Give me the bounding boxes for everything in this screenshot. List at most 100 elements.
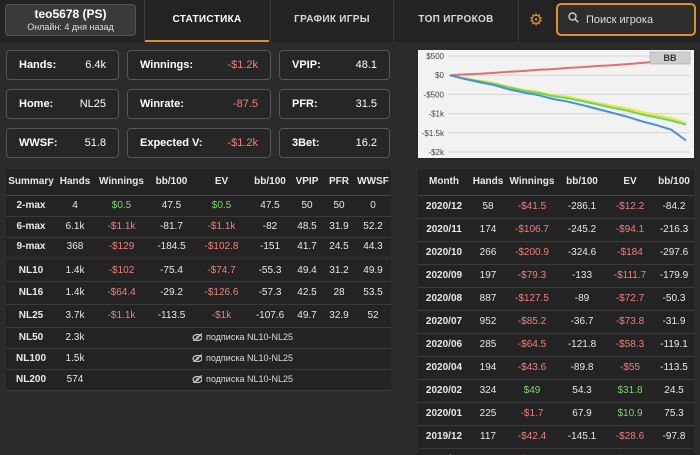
subscription-lock-cell[interactable]: подписка NL10-NL25 — [94, 327, 391, 349]
column-header[interactable]: Winnings — [506, 169, 558, 196]
column-header[interactable]: Hands — [470, 169, 506, 196]
table-cell: -$58.3 — [606, 333, 654, 357]
subscription-note: подписка NL10-NL25 — [205, 332, 293, 342]
table-cell: 24.5 — [654, 379, 694, 403]
player-search[interactable] — [556, 3, 696, 36]
table-cell: 4 — [56, 195, 94, 217]
tab-divider — [144, 0, 145, 42]
stat-winnings: Winnings: -$1.2k — [127, 50, 271, 80]
tab-game-graph[interactable]: ГРАФИК ИГРЫ — [294, 14, 370, 25]
table-cell: -97.8 — [654, 425, 694, 449]
table-cell: 1.4k — [56, 258, 94, 282]
table-cell: -$28.6 — [606, 425, 654, 449]
stat-label: Winnings: — [140, 59, 194, 71]
table-row: 2020/12 58 -$41.5 -286.1 -$12.2 -84.2 — [418, 195, 694, 219]
table-cell: -$126.6 — [194, 281, 249, 305]
row-label: 2020/06 — [418, 333, 470, 357]
stat-vpip: VPIP: 48.1 — [279, 50, 390, 80]
column-header[interactable]: bb/100 — [249, 169, 291, 196]
tab-divider — [270, 0, 271, 42]
table-cell: -216.3 — [654, 218, 694, 242]
table-cell: 28 — [323, 281, 355, 305]
table-cell: -$129 — [94, 237, 149, 260]
tab-top-players[interactable]: ТОП ИГРОКОВ — [418, 14, 494, 25]
table-cell: -245.2 — [558, 218, 606, 242]
table-cell: -286.1 — [558, 195, 606, 219]
table-cell: 47.5 — [149, 195, 194, 217]
table-cell: 49.9 — [355, 258, 391, 282]
gear-icon[interactable]: ⚙ — [528, 12, 544, 29]
table-cell: 31.2 — [323, 258, 355, 282]
table-cell: -$1k — [194, 304, 249, 328]
column-header[interactable]: EV — [606, 169, 654, 196]
column-header[interactable]: bb/100 — [654, 169, 694, 196]
column-header[interactable]: Winnings — [94, 169, 149, 196]
table-cell: 49.7 — [291, 304, 323, 328]
table-cell: -82 — [249, 216, 291, 238]
row-label: 9-max — [6, 237, 56, 260]
row-label: 2020/02 — [418, 379, 470, 403]
table-cell: -151 — [249, 237, 291, 260]
table-cell: -$1.1k — [194, 216, 249, 238]
table-cell: 32.9 — [323, 304, 355, 328]
y-tick-label: -$500 — [424, 90, 445, 99]
table-cell: 42.5 — [291, 281, 323, 305]
column-header[interactable]: bb/100 — [149, 169, 194, 196]
table-row: 2020/08 887 -$127.5 -89 -$72.7 -50.3 — [418, 287, 694, 311]
table-cell: 194 — [470, 356, 506, 380]
table-cell: -121.8 — [558, 333, 606, 357]
top-bar: teo5678 (PS) Онлайн: 4 дня назад СТАТИСТ… — [0, 0, 700, 42]
stat-label: Winrate: — [140, 98, 184, 110]
table-row: NL200 574 подписка NL10-NL25 — [6, 369, 391, 391]
table-cell: -$200.9 — [506, 241, 558, 265]
table-header-row: Summary Hands Winnings bb/100 EV bb/100 VPIP PF… — [6, 169, 391, 196]
table-row: 2-max 4 $0.5 47.5 $0.5 47.5 50 50 0 — [6, 195, 391, 217]
table-cell: 887 — [470, 287, 506, 311]
column-header[interactable]: EV — [194, 169, 249, 196]
table-cell: -113.5 — [149, 304, 194, 328]
table-header-row: Month Hands Winnings bb/100 EV bb/100 — [418, 169, 694, 196]
column-header[interactable]: Hands — [56, 169, 94, 196]
table-row: NL100 1.5k подписка NL10-NL25 — [6, 348, 391, 370]
y-tick-label: -$2k — [428, 148, 445, 157]
row-label: NL50 — [6, 327, 56, 349]
table-row: NL25 3.7k -$1.1k -113.5 -$1k -107.6 49.7 32.9 52 — [6, 304, 391, 328]
row-label: 2020/09 — [418, 264, 470, 288]
stat-hands: Hands: 6.4k — [6, 50, 119, 80]
table-cell: -119.1 — [654, 333, 694, 357]
subscription-lock-cell[interactable]: подписка NL10-NL25 — [94, 369, 391, 391]
column-header[interactable]: Month — [418, 169, 470, 196]
table-cell: -89.8 — [558, 356, 606, 380]
stat-value: 31.5 — [355, 98, 377, 110]
column-header[interactable]: VPIP — [291, 169, 323, 196]
stat-label: PFR: — [292, 98, 318, 110]
tab-statistics[interactable]: СТАТИСТИКА — [145, 0, 269, 42]
row-label: 2019/12 — [418, 425, 470, 449]
stat-label: Expected V: — [140, 137, 203, 149]
table-cell: -42.7 — [558, 448, 606, 455]
table-cell: -$184 — [606, 241, 654, 265]
row-label: 2020/04 — [418, 356, 470, 380]
table-cell: 41.7 — [291, 237, 323, 260]
table-cell: -$102.8 — [194, 237, 249, 260]
table-cell: $0.5 — [94, 195, 149, 217]
series-line — [449, 74, 687, 142]
column-header[interactable]: PFR — [323, 169, 355, 196]
subscription-lock-cell[interactable]: подписка NL10-NL25 — [94, 348, 391, 370]
table-cell: 952 — [470, 310, 506, 334]
search-input[interactable] — [586, 12, 691, 28]
table-row: 2019/12 117 -$42.4 -145.1 -$28.6 -97.8 — [418, 425, 694, 449]
table-cell: -$55 — [606, 356, 654, 380]
column-header[interactable]: Summary — [6, 169, 56, 196]
table-cell: -$1.1k — [94, 304, 149, 328]
column-header[interactable]: bb/100 — [558, 169, 606, 196]
player-profile[interactable]: teo5678 (PS) Онлайн: 4 дня назад — [5, 4, 136, 36]
column-header[interactable]: WWSF — [355, 169, 391, 196]
series-line — [449, 74, 687, 126]
table-cell: -$79.3 — [506, 264, 558, 288]
monthly-table: Month Hands Winnings bb/100 EV bb/100 2020/12… — [418, 169, 694, 455]
table-cell: 324 — [470, 379, 506, 403]
stat-label: 3Bet: — [292, 137, 320, 149]
row-label: 2020/10 — [418, 241, 470, 265]
chart-canvas: $500 $0 -$500 -$1k -$1.5k -$2k BB — [422, 51, 691, 157]
